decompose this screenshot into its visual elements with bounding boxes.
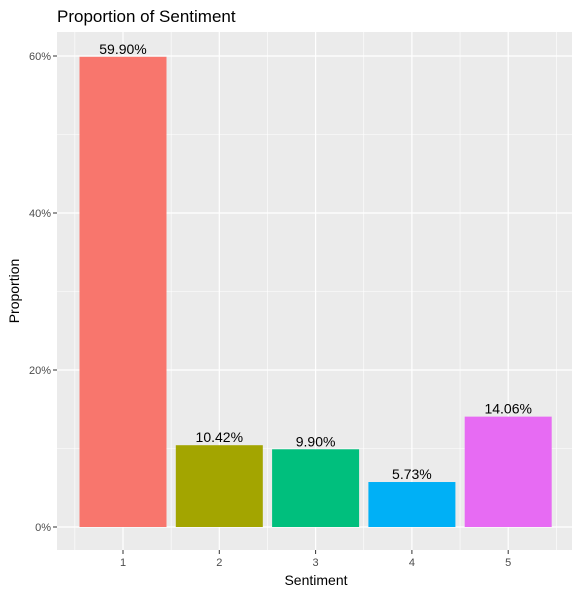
bar-2 bbox=[175, 445, 263, 527]
bar-4 bbox=[368, 482, 456, 527]
y-tick-label: 60% bbox=[29, 51, 51, 63]
y-tick-label: 0% bbox=[35, 522, 51, 534]
bar-label-2: 10.42% bbox=[196, 429, 243, 445]
x-axis-ticks: 1 2 3 4 5 bbox=[120, 550, 511, 569]
bar-value-labels: 59.90% 10.42% 9.90% 5.73% 14.06% bbox=[99, 41, 532, 482]
bar-label-1: 59.90% bbox=[99, 41, 146, 57]
y-tick-label: 20% bbox=[29, 365, 51, 377]
x-tick-label: 1 bbox=[120, 557, 126, 569]
x-axis-title: Sentiment bbox=[284, 572, 347, 588]
x-tick-label: 3 bbox=[313, 557, 319, 569]
chart-title: Proportion of Sentiment bbox=[57, 7, 236, 26]
bar-5 bbox=[464, 416, 552, 527]
x-tick-label: 4 bbox=[409, 557, 415, 569]
bar-label-4: 5.73% bbox=[392, 466, 432, 482]
x-tick-label: 5 bbox=[505, 557, 511, 569]
y-axis-ticks: 0% 20% 40% 60% bbox=[29, 51, 57, 534]
bars-group bbox=[79, 56, 552, 527]
x-tick-label: 2 bbox=[216, 557, 222, 569]
bar-3 bbox=[272, 449, 360, 527]
y-tick-label: 40% bbox=[29, 208, 51, 220]
y-axis-title: Proportion bbox=[6, 259, 22, 324]
bar-label-3: 9.90% bbox=[296, 433, 336, 449]
bar-label-5: 14.06% bbox=[484, 401, 531, 417]
bar-1 bbox=[79, 56, 167, 527]
